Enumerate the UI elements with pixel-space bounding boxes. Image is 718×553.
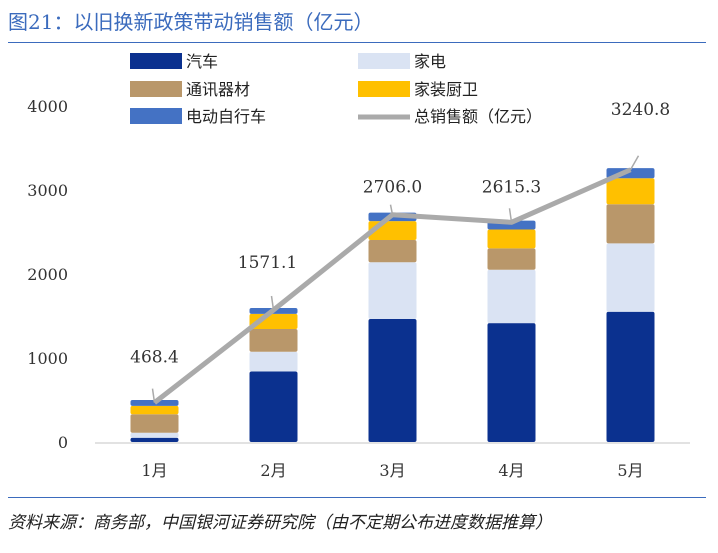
x-tick-label: 1月 [141, 461, 167, 480]
bar-segment [487, 248, 536, 270]
y-tick-label: 0 [58, 433, 68, 452]
bar-segment [249, 351, 298, 372]
data-label-leader [508, 208, 513, 223]
legend-label: 总销售额（亿元） [414, 107, 542, 126]
y-tick-label: 4000 [27, 97, 68, 116]
y-tick-label: 2000 [27, 265, 68, 284]
data-label-leader [270, 295, 275, 311]
bar-segment [606, 204, 655, 244]
figure-title: 图21：以旧换新政策带动销售额（亿元） [8, 10, 374, 34]
data-label: 1571.1 [238, 253, 297, 273]
y-tick-label: 1000 [27, 349, 68, 368]
x-tick-label: 3月 [379, 461, 405, 480]
y-tick-label: 3000 [27, 181, 68, 200]
data-label: 2615.3 [482, 177, 541, 197]
bar-segment [130, 405, 179, 415]
data-label: 468.4 [130, 348, 179, 368]
legend-label: 家电 [414, 52, 446, 71]
legend-swatch [358, 53, 410, 69]
bar-segment [368, 262, 417, 319]
legend-swatch [358, 81, 410, 97]
bar-segment [606, 178, 655, 205]
legend-label: 通讯器材 [186, 80, 250, 99]
legend-label: 电动自行车 [186, 107, 266, 126]
data-label-leader [389, 204, 394, 215]
stacked-bar-chart: 0 1000 2000 3000 4000 1月 2月 3月 4月 5月 468.4 1571.1 27… [27, 52, 690, 480]
data-label-leader [151, 388, 156, 403]
legend-swatch [130, 81, 182, 97]
bar-segment [249, 329, 298, 352]
bar-segment [487, 229, 536, 249]
legend-label: 家装厨卫 [414, 80, 478, 99]
title-rule [8, 42, 706, 43]
data-label: 2706.0 [363, 178, 422, 198]
bar-segment [368, 239, 417, 263]
legend-swatch [130, 108, 182, 124]
x-tick-label: 4月 [498, 461, 524, 480]
x-tick-label: 2月 [260, 461, 286, 480]
bar-segment [130, 437, 179, 442]
x-tick-label: 5月 [617, 461, 643, 480]
bar-segment [487, 269, 536, 324]
bar-segment [130, 432, 179, 438]
data-label: 3240.8 [611, 100, 670, 120]
bar-segment [130, 414, 179, 433]
bar-segment [130, 400, 179, 406]
source-note: 资料来源：商务部，中国银河证券研究院（由不定期公布进度数据推算） [8, 513, 552, 533]
footer-rule [8, 497, 706, 498]
bar-segment [606, 243, 655, 312]
bar-segment [487, 323, 536, 442]
bar-segment [249, 371, 298, 442]
bar-segment [606, 311, 655, 442]
legend-label: 汽车 [186, 52, 218, 71]
data-label-leader [629, 155, 640, 171]
bar-segment [368, 318, 417, 442]
legend-swatch [130, 53, 182, 69]
